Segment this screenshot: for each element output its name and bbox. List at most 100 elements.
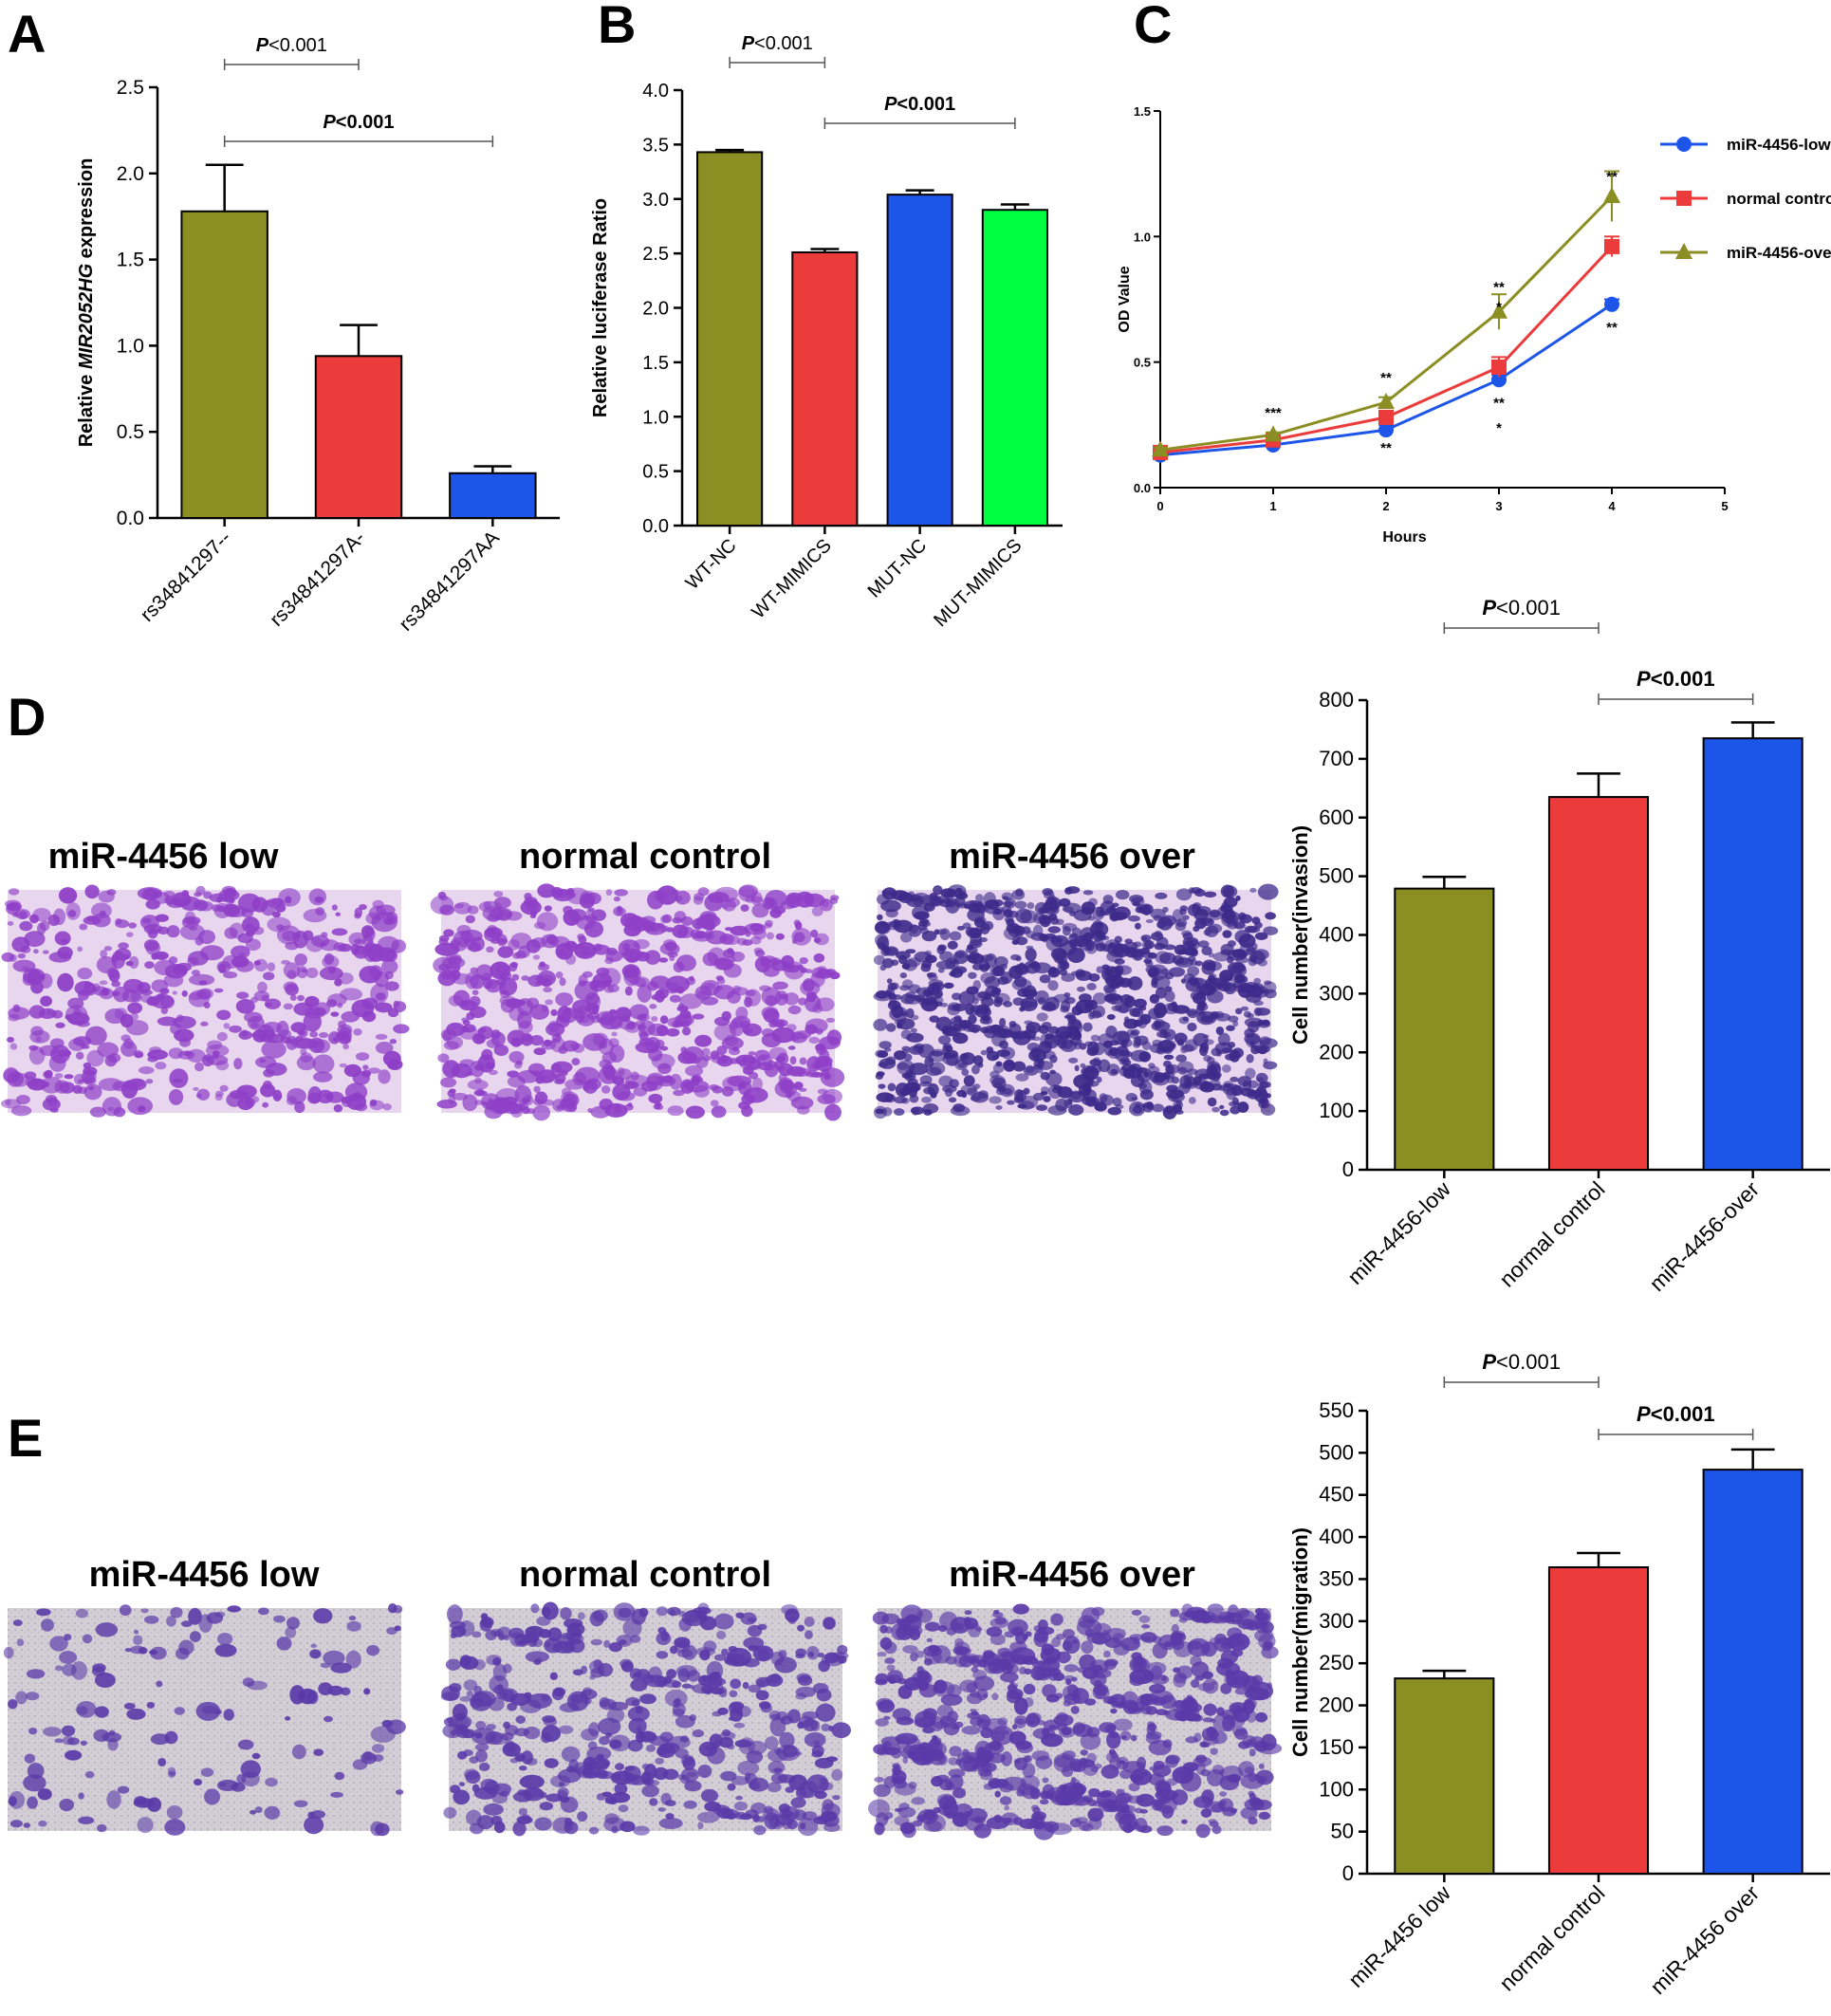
- cell-blob: [64, 1074, 74, 1080]
- cell-blob: [1141, 1103, 1149, 1108]
- cell-blob: [1148, 1063, 1156, 1069]
- cell-blob: [588, 1722, 601, 1737]
- cell-blob: [196, 1088, 211, 1100]
- cell-blob: [897, 1677, 907, 1685]
- cell-blob: [355, 1052, 370, 1061]
- cell-blob: [1011, 889, 1026, 900]
- cell-blob: [331, 928, 348, 936]
- cell-blob: [0, 1099, 22, 1109]
- cell-blob: [1154, 1779, 1171, 1794]
- cell-blob: [43, 1727, 62, 1737]
- d-category-label: normal control: [1494, 1176, 1609, 1291]
- e-ytick-label: 550: [1319, 1398, 1354, 1422]
- cell-blob: [1202, 1742, 1211, 1748]
- cell-blob: [304, 1816, 324, 1835]
- cell-blob: [107, 1737, 119, 1751]
- cell-blob: [964, 1810, 971, 1817]
- cell-blob: [593, 944, 610, 955]
- cell-blob: [605, 889, 613, 897]
- cell-blob: [587, 1757, 611, 1769]
- cell-blob: [1207, 1097, 1217, 1107]
- a-ytick-label: 0.5: [117, 421, 144, 443]
- cell-blob: [1124, 938, 1133, 944]
- cell-blob: [37, 1788, 52, 1801]
- cell-blob: [620, 1658, 633, 1669]
- cell-blob: [54, 1073, 64, 1079]
- cell-blob: [1047, 980, 1059, 991]
- cell-blob: [624, 1766, 636, 1771]
- cell-blob: [767, 1748, 788, 1763]
- cell-blob: [908, 984, 921, 993]
- cell-blob: [1230, 1076, 1239, 1082]
- cell-blob: [384, 981, 399, 991]
- e-ytick-label: 100: [1319, 1777, 1354, 1801]
- cell-blob: [566, 1766, 576, 1773]
- cell-blob: [875, 1718, 889, 1727]
- cell-blob: [520, 899, 542, 916]
- cell-blob: [935, 1774, 950, 1784]
- cell-blob: [729, 1690, 738, 1698]
- cell-blob: [910, 1106, 925, 1116]
- cell-blob: [613, 906, 624, 916]
- cell-blob: [1039, 974, 1051, 984]
- cell-blob: [1222, 930, 1232, 938]
- cell-blob: [938, 1075, 953, 1087]
- cell-blob: [917, 920, 929, 927]
- b-bar: [981, 209, 1048, 527]
- cell-blob: [313, 1608, 333, 1624]
- cell-blob: [1188, 887, 1195, 895]
- cell-blob: [995, 992, 1010, 1006]
- cell-blob: [1065, 1678, 1072, 1686]
- cell-blob: [1248, 1080, 1259, 1089]
- cell-blob: [547, 1020, 560, 1033]
- a-category-label: rs34841297A-: [266, 527, 370, 631]
- cell-blob: [656, 1632, 672, 1646]
- cell-blob: [497, 946, 514, 958]
- cell-blob: [630, 1071, 639, 1081]
- cell-blob: [1071, 927, 1082, 936]
- cell-blob: [1162, 906, 1169, 913]
- cell-blob: [1205, 980, 1212, 987]
- cell-blob: [74, 981, 96, 996]
- cell-blob: [1093, 1679, 1103, 1689]
- c-legend-marker: [1676, 137, 1692, 152]
- cell-blob: [1018, 1666, 1026, 1674]
- cell-blob: [188, 973, 215, 986]
- cell-blob: [324, 953, 335, 965]
- cell-blob: [874, 1822, 885, 1836]
- cell-blob: [237, 893, 262, 913]
- cell-blob: [321, 942, 327, 947]
- cell-blob: [472, 990, 479, 996]
- cell-blob: [933, 1721, 948, 1729]
- cell-blob: [887, 1082, 897, 1092]
- cell-blob: [761, 1006, 779, 1020]
- cell-blob: [797, 1721, 805, 1729]
- c-data-point: [1491, 372, 1507, 388]
- cell-blob: [791, 939, 797, 945]
- cell-blob: [747, 1617, 757, 1623]
- cell-blob: [78, 1816, 95, 1824]
- cell-blob: [1220, 949, 1233, 956]
- cell-blob: [100, 949, 108, 958]
- cell-blob: [629, 1004, 649, 1020]
- cell-blob: [877, 1050, 889, 1059]
- cell-blob: [701, 1047, 711, 1057]
- cell-blob: [213, 1710, 222, 1715]
- cell-blob: [1154, 942, 1166, 951]
- cell-blob: [689, 1713, 697, 1722]
- cell-blob: [667, 1105, 684, 1117]
- cell-blob: [23, 1822, 30, 1828]
- cell-blob: [649, 1798, 658, 1806]
- cell-blob: [17, 953, 27, 959]
- cell-blob: [1020, 1775, 1041, 1791]
- cell-blob: [885, 908, 898, 918]
- cell-blob: [681, 1644, 697, 1660]
- cell-blob: [1119, 1066, 1128, 1077]
- cell-blob: [1118, 979, 1127, 984]
- cell-blob: [899, 1822, 916, 1835]
- cell-blob: [790, 1797, 806, 1808]
- cell-blob: [879, 1041, 892, 1049]
- cell-blob: [675, 1021, 683, 1028]
- cell-blob: [993, 956, 1008, 968]
- cell-blob: [1259, 1038, 1278, 1048]
